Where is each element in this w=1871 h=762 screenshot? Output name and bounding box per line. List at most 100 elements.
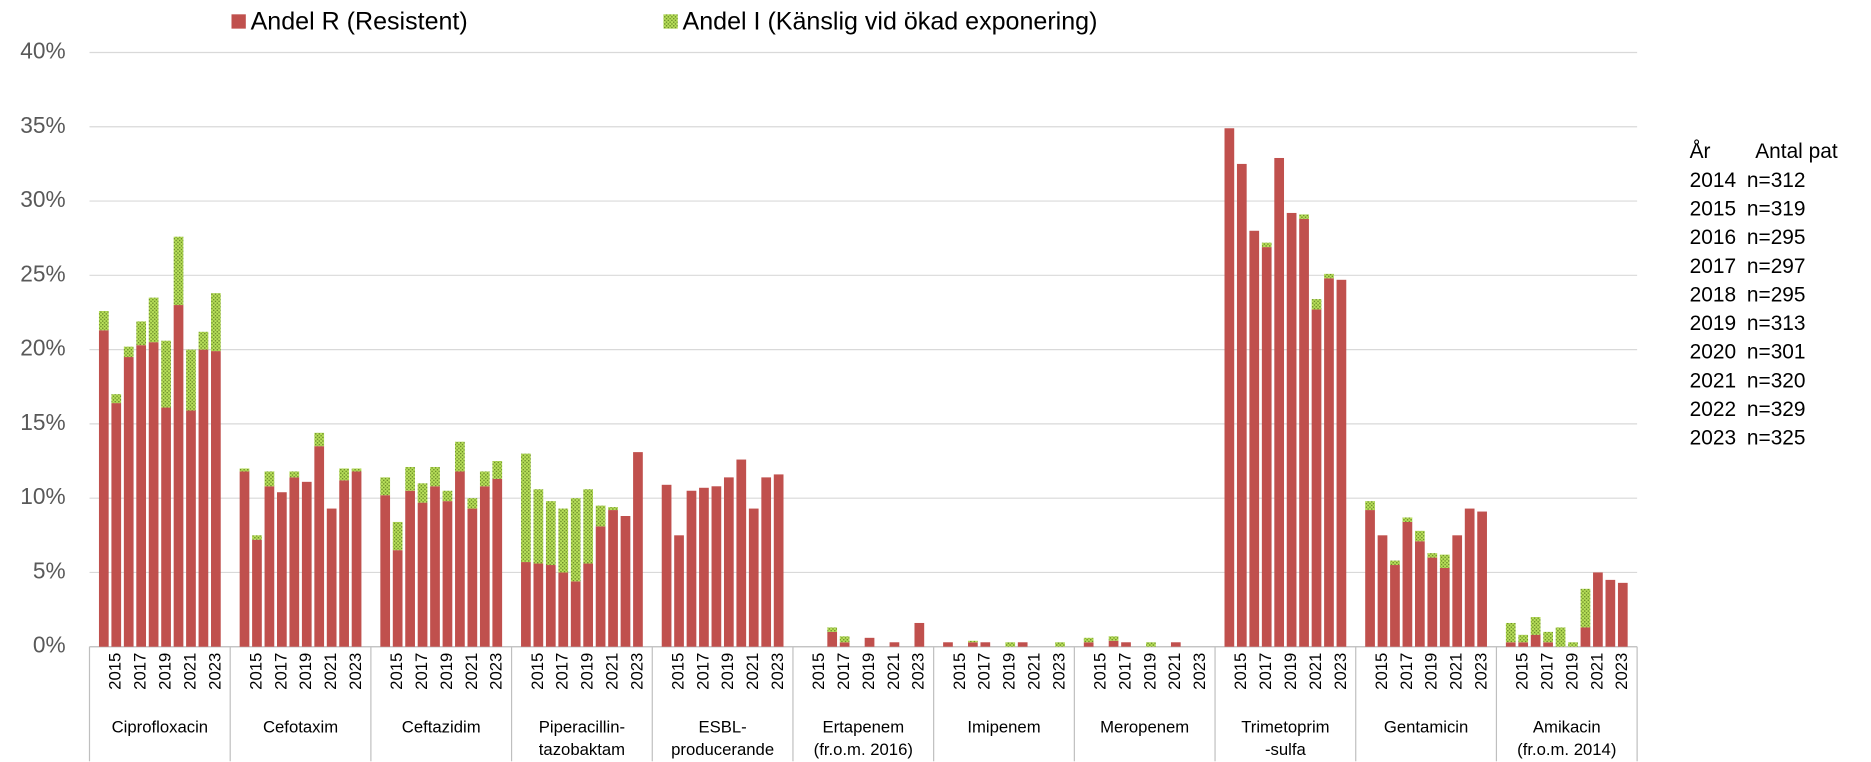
x-tick-label: 2023 — [1049, 653, 1068, 690]
legend-swatch — [663, 14, 678, 29]
bar-segment — [479, 471, 490, 487]
bar-segment — [1390, 565, 1400, 647]
bar-segment — [1365, 510, 1375, 647]
y-tick-label: 10% — [20, 483, 65, 509]
bar-segment — [239, 468, 250, 472]
x-tick-label: 2015 — [1372, 653, 1391, 690]
bar-segment — [583, 489, 594, 564]
bar-segment — [570, 581, 581, 647]
bar-segment — [1439, 567, 1450, 647]
bar-segment — [839, 636, 850, 643]
bar-segment — [608, 507, 618, 511]
x-tick-label: 2023 — [487, 653, 506, 690]
x-tick-label: 2021 — [1447, 653, 1466, 690]
bar-segment — [661, 484, 672, 647]
x-tick-label: 2019 — [1281, 653, 1300, 690]
x-tick-label: 2021 — [1025, 653, 1044, 690]
bar-segment — [123, 357, 134, 647]
bar-segment — [1249, 230, 1260, 647]
bar-segment — [1427, 553, 1438, 558]
x-tick-label: 2019 — [859, 653, 878, 690]
bar-segment — [301, 481, 312, 647]
bar-segment — [1568, 642, 1578, 647]
x-tick-label: 2021 — [884, 653, 903, 690]
table-cell: n=329 — [1747, 398, 1806, 421]
bar-segment — [111, 394, 122, 404]
bar-segment — [1146, 642, 1156, 647]
x-tick-label: 2015 — [1231, 653, 1250, 690]
bar-segment — [761, 477, 772, 647]
bar-segment — [339, 468, 349, 481]
bar-segment — [326, 508, 337, 647]
bar-segment — [392, 550, 403, 647]
x-tick-label: 2015 — [106, 653, 125, 690]
bar-segment — [264, 486, 275, 647]
table-cell: n=325 — [1747, 427, 1806, 450]
bar-segment — [1324, 278, 1334, 647]
bar-segment — [492, 478, 503, 647]
bar-segment — [1439, 554, 1450, 568]
bar-segment — [1224, 128, 1235, 647]
bar-segment — [186, 410, 196, 647]
bar-segment — [289, 471, 300, 478]
bar-segment — [595, 526, 606, 647]
legend-label: Andel R (Resistent) — [251, 7, 468, 35]
bar-segment — [1543, 642, 1553, 647]
bar-segment — [136, 321, 147, 346]
bar-segment — [699, 487, 709, 647]
group-label: Cefotaxim — [263, 717, 338, 736]
x-tick-label: 2023 — [909, 653, 928, 690]
table-cell: n=301 — [1747, 341, 1806, 364]
group-label: Gentamicin — [1384, 717, 1468, 736]
table-cell: 2016 — [1690, 226, 1736, 249]
bar-segment — [1236, 163, 1247, 647]
bar-segment — [748, 508, 759, 647]
x-tick-label: 2015 — [668, 653, 687, 690]
x-tick-label: 2015 — [809, 653, 828, 690]
x-tick-label: 2017 — [975, 653, 994, 690]
bar-segment — [1402, 517, 1413, 522]
bar-segment — [545, 501, 556, 566]
bar-segment — [1365, 501, 1375, 511]
table-cell: n=295 — [1747, 226, 1806, 249]
bar-segment — [455, 471, 465, 647]
table-cell: n=320 — [1747, 369, 1806, 392]
x-tick-label: 2017 — [693, 653, 712, 690]
table-cell: 2022 — [1690, 398, 1736, 421]
x-tick-label: 2019 — [1000, 653, 1019, 690]
bar-segment — [1518, 634, 1529, 643]
table-cell: 2017 — [1690, 255, 1736, 278]
bar-segment — [339, 480, 349, 647]
x-tick-label: 2017 — [1538, 653, 1557, 690]
bar-segment — [1543, 631, 1553, 643]
x-tick-label: 2023 — [1472, 653, 1491, 690]
bar-segment — [136, 345, 147, 647]
bar-segment — [430, 486, 440, 647]
x-tick-label: 2021 — [180, 653, 199, 690]
x-tick-label: 2023 — [1331, 653, 1350, 690]
bar-segment — [1555, 627, 1566, 647]
x-tick-label: 2021 — [602, 653, 621, 690]
bar-segment — [545, 565, 556, 647]
bar-segment — [1415, 541, 1425, 647]
x-tick-label: 2021 — [743, 653, 762, 690]
y-tick-label: 5% — [33, 557, 66, 583]
bar-segment — [442, 490, 453, 502]
y-tick-label: 40% — [20, 37, 65, 63]
bar-segment — [351, 468, 362, 472]
bar-segment — [1427, 557, 1438, 647]
bar-segment — [864, 637, 875, 647]
legend-label: Andel I (Känslig vid ökad exponering) — [683, 7, 1098, 35]
x-tick-label: 2019 — [1562, 653, 1581, 690]
bar-segment — [827, 631, 838, 647]
table-cell: 2015 — [1690, 198, 1736, 221]
bar-segment — [1005, 642, 1016, 647]
group-label: Trimetoprim — [1241, 717, 1329, 736]
bar-segment — [380, 495, 391, 647]
bar-segment — [1518, 642, 1529, 647]
x-tick-label: 2015 — [528, 653, 547, 690]
bar-segment — [1017, 642, 1028, 647]
x-tick-label: 2023 — [1190, 653, 1209, 690]
y-tick-label: 25% — [20, 260, 65, 286]
y-tick-label: 0% — [33, 632, 66, 658]
